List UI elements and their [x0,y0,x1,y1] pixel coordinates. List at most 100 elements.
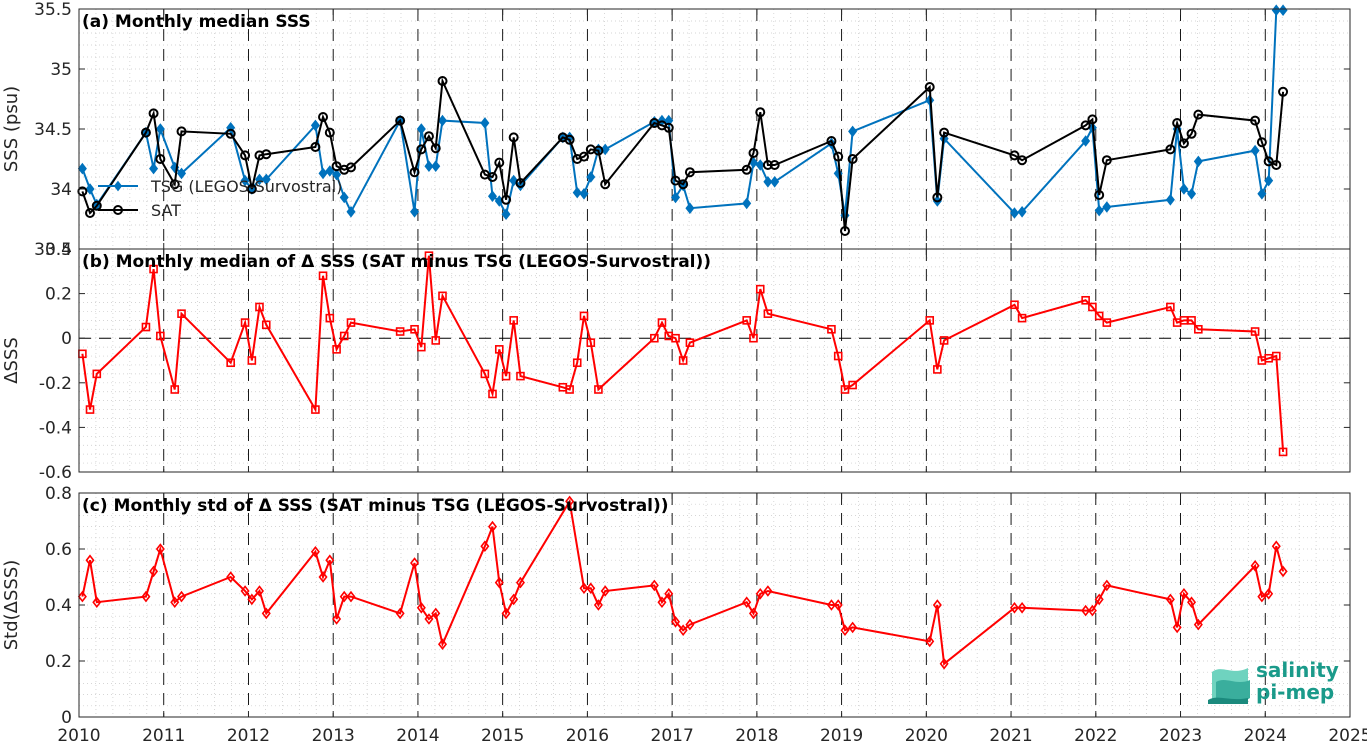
data-point [939,657,949,670]
y-tick-label: 34 [50,180,72,200]
data-point [487,172,498,182]
data-point [226,358,235,368]
data-point [332,345,341,354]
data-point [431,607,441,620]
data-point [395,115,406,126]
data-point [564,134,575,145]
data-point [395,607,405,620]
data-point [1178,138,1189,149]
data-point [1080,120,1091,131]
data-point [925,635,935,648]
y-tick-label: 33.5 [34,240,72,260]
data-point [572,358,582,368]
data-point [1094,593,1104,606]
data-point [1009,150,1020,161]
y-tick-label: -0.4 [39,418,72,438]
data-point [494,157,505,168]
data-point [318,271,328,281]
panel-title: (a) Monthly median SSS [82,12,311,32]
data-point [345,162,356,173]
data-point [410,205,420,218]
data-point [155,543,165,555]
data-point [149,264,158,274]
data-point [1081,135,1091,147]
data-point [833,351,843,361]
data-point [600,179,611,190]
data-point [1187,316,1196,325]
y-tick-label: -0.6 [39,463,72,483]
data-point [77,162,87,175]
data-point [339,331,349,341]
data-point [1102,579,1112,592]
salinity-pi-mep-logo: salinity pi-mep [1208,658,1339,704]
data-point [933,365,942,374]
x-tick-label: 2024 [1244,726,1287,745]
data-point [261,607,271,620]
axes-frame [78,492,1351,718]
series-delta [78,251,1288,457]
data-point [1271,160,1282,170]
data-point [657,318,667,327]
x-tick-label: 2025 [1328,726,1367,745]
data-point [254,173,264,186]
data-point [763,309,773,318]
data-point [176,126,187,137]
data-point [671,333,680,343]
data-point [346,590,356,603]
data-point [430,143,441,154]
logo-line1: salinity [1256,658,1339,682]
data-point [847,154,858,164]
data-point [177,167,187,180]
minor-grid [79,9,1350,249]
data-point [410,324,419,334]
data-point [85,554,95,567]
data-point [170,596,180,609]
data-point [410,557,420,569]
data-point [509,174,519,187]
data-point [177,590,187,603]
data-point [155,123,165,135]
y-tick-label: 0 [61,708,72,728]
data-point [515,576,525,589]
data-point [840,385,850,394]
data-point [501,208,511,221]
x-tick-label: 2014 [396,726,439,745]
data-point [501,194,512,205]
data-point [769,160,780,170]
data-point [515,178,526,188]
data-point [1087,604,1097,617]
data-point [1193,155,1203,168]
data-point [678,624,688,637]
data-point [318,167,328,180]
data-point [848,380,857,390]
data-point [488,389,497,399]
data-point [170,385,180,394]
data-point [1257,590,1267,603]
data-point [1017,313,1027,323]
data-point [141,322,151,332]
y-tick-label: -0.2 [39,374,72,394]
x-tick-label: 2012 [227,726,270,745]
data-point [848,125,858,138]
data-point [141,590,151,603]
data-point [939,127,950,138]
data-point [1102,201,1112,213]
data-point [1081,295,1090,305]
series-delta [77,495,1288,670]
data-point [1009,207,1019,219]
data-point [1165,593,1175,606]
data-point [85,405,95,414]
data-point [1010,300,1019,310]
data-point [1278,447,1288,457]
plot-area [79,9,1350,249]
data-point [261,173,271,186]
y-axis-label: SSS (psu) [1,86,22,172]
data-point [1263,156,1274,167]
wave-logo-icon [1208,668,1250,704]
y-tick-label: 0.6 [45,540,72,560]
data-point [332,613,342,625]
data-point [318,571,328,583]
data-point [1257,187,1267,200]
data-point [671,191,681,204]
data-point [586,338,596,347]
